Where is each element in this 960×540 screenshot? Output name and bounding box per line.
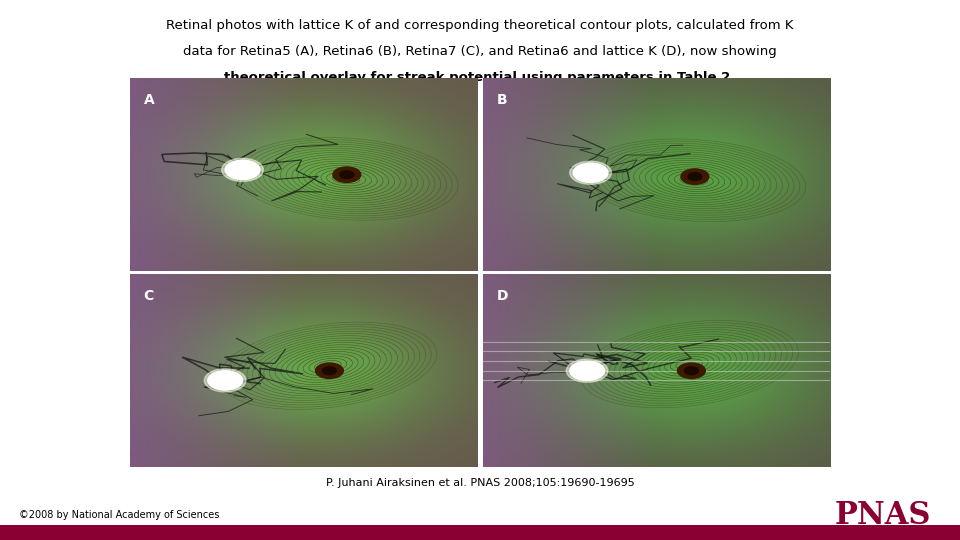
Circle shape	[333, 167, 361, 183]
Bar	[0, 525, 960, 540]
Circle shape	[340, 171, 353, 179]
Circle shape	[570, 161, 612, 184]
Text: theoretical overlay for streak potential using parameters in Table 2.: theoretical overlay for streak potential…	[225, 71, 735, 84]
Text: A: A	[143, 93, 155, 107]
Text: data for Retina5 (A), Retina6 (B), Retina7 (C), and Retina6 and lattice K (D), n: data for Retina5 (A), Retina6 (B), Retin…	[183, 45, 777, 58]
Circle shape	[688, 173, 702, 180]
Circle shape	[222, 158, 263, 181]
Circle shape	[684, 367, 698, 375]
Text: P. Juhani Airaksinen et al. PNAS 2008;105:19690-19695: P. Juhani Airaksinen et al. PNAS 2008;10…	[325, 478, 635, 488]
Circle shape	[573, 163, 608, 183]
Text: ©2008 by National Academy of Sciences: ©2008 by National Academy of Sciences	[19, 510, 220, 521]
Circle shape	[681, 169, 708, 184]
Text: Retinal photos with lattice K of and corresponding theoretical contour plots, ca: Retinal photos with lattice K of and cor…	[166, 19, 794, 32]
Circle shape	[226, 160, 260, 179]
Circle shape	[207, 370, 243, 390]
Text: C: C	[143, 289, 154, 303]
Circle shape	[566, 359, 608, 382]
Text: D: D	[496, 289, 508, 303]
Circle shape	[204, 369, 246, 392]
Text: B: B	[496, 93, 508, 107]
Circle shape	[570, 361, 605, 380]
Circle shape	[323, 367, 336, 375]
Text: PNAS: PNAS	[835, 500, 931, 530]
Circle shape	[316, 363, 344, 379]
Circle shape	[678, 363, 706, 379]
